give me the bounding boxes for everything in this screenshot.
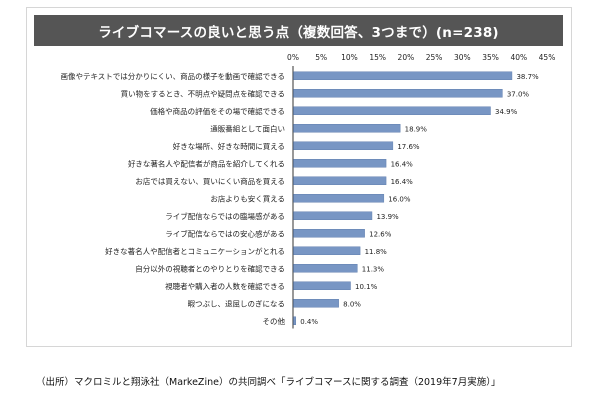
x-tick-label: 0% [287, 53, 299, 62]
bar [293, 316, 297, 325]
bar [293, 211, 373, 220]
x-tick-label: 15% [369, 53, 386, 62]
x-tick-label: 40% [510, 53, 527, 62]
category-label: お店では買えない、買いにくい商品を買える [135, 176, 285, 186]
category-label: ライブ配信ならではの安心感がある [165, 228, 285, 238]
value-label: 8.0% [343, 300, 361, 308]
category-label: 暇つぶし、退屈しのぎになる [188, 298, 286, 308]
category-label: 通販番組として面白い [210, 123, 285, 133]
category-label: 買い物をするとき、不明点や疑問点を確認できる [121, 88, 285, 98]
bar [293, 176, 387, 185]
x-tick-label: 35% [482, 53, 499, 62]
value-label: 11.3% [362, 265, 385, 273]
x-tick-label: 10% [341, 53, 358, 62]
category-label: 好きな著名人や配信者とコミュニケーションがとれる [105, 246, 285, 256]
category-label: 好きな著名人や配信者が商品を紹介してくれる [128, 158, 285, 168]
category-label: ライブ配信ならではの臨場感がある [165, 211, 285, 221]
category-label: 自分以外の視聴者とのやりとりを確認できる [135, 263, 285, 273]
bar [293, 281, 351, 290]
value-label: 10.1% [355, 283, 378, 291]
bar [293, 124, 401, 133]
category-label: 画像やテキストでは分かりにくい、商品の様子を動画で確認できる [61, 71, 285, 81]
bar [293, 89, 503, 98]
chart-title: ライブコマースの良いと思う点（複数回答、3つまで）(n=238) [34, 15, 563, 46]
bar [293, 194, 385, 203]
value-label: 11.8% [365, 248, 388, 256]
bar [293, 299, 339, 308]
bar [293, 159, 387, 168]
bar [293, 106, 491, 115]
x-tick-label: 25% [426, 53, 443, 62]
value-label: 0.4% [300, 318, 318, 326]
value-label: 12.6% [369, 230, 392, 238]
bar [293, 71, 513, 80]
category-label: 視聴者や購入者の人数を確認できる [165, 281, 285, 291]
x-tick-label: 45% [539, 53, 556, 62]
value-label: 37.0% [507, 90, 530, 98]
value-label: 38.7% [516, 73, 539, 81]
bar [293, 141, 394, 150]
source-note: （出所）マクロミルと翔泳社（MarkeZine）の共同調べ「ライブコマースに関す… [36, 377, 501, 388]
x-tick-label: 20% [398, 53, 415, 62]
category-label: その他 [263, 316, 286, 326]
bar [293, 264, 358, 273]
x-tick-label: 30% [454, 53, 471, 62]
value-label: 17.6% [397, 143, 420, 151]
value-label: 13.9% [376, 213, 399, 221]
category-label: 価格や商品の評価をその場で確認できる [150, 106, 285, 116]
category-label: 好きな場所、好きな時間に買える [173, 141, 285, 151]
value-label: 34.9% [495, 108, 518, 116]
value-label: 16.4% [391, 178, 414, 186]
value-label: 16.0% [388, 195, 411, 203]
bar [293, 246, 361, 255]
category-label: お店よりも安く買える [210, 193, 285, 203]
value-label: 16.4% [391, 160, 414, 168]
x-tick-label: 5% [315, 53, 327, 62]
bar [293, 229, 365, 238]
value-label: 18.9% [405, 125, 428, 133]
